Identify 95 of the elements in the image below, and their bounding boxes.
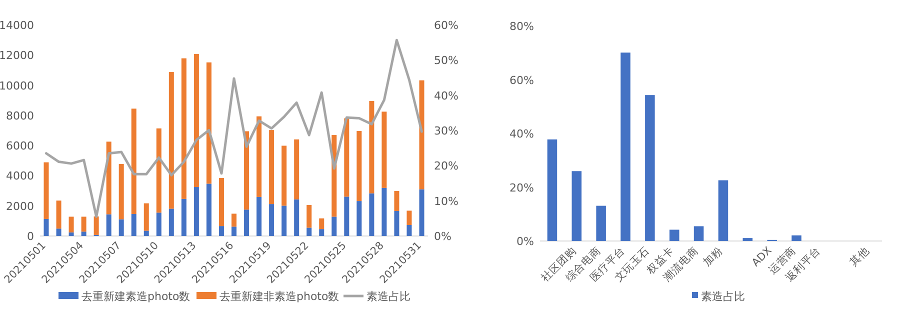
legend-label: 去重新建非素造photo数	[220, 290, 340, 303]
bar	[620, 52, 630, 241]
bar	[206, 62, 212, 184]
y-tick-label: 10000	[0, 79, 34, 92]
bar	[44, 218, 49, 236]
bar	[572, 171, 582, 241]
bar	[231, 226, 237, 236]
bar	[194, 187, 199, 236]
bar	[218, 226, 224, 236]
bar	[344, 196, 350, 236]
bar	[269, 130, 274, 204]
bar	[382, 188, 387, 236]
bar	[792, 235, 802, 241]
bar	[194, 54, 199, 188]
y-tick-label: 12000	[0, 49, 34, 62]
y-tick-label: 4000	[6, 170, 34, 183]
bar	[144, 203, 149, 231]
bar	[168, 72, 174, 209]
bar	[81, 216, 86, 232]
x-tick-label: 其他	[847, 244, 872, 269]
bar	[596, 206, 606, 241]
bar	[294, 139, 300, 200]
bar	[369, 193, 374, 236]
bar	[94, 216, 99, 235]
bar	[369, 100, 374, 194]
bar	[168, 208, 174, 236]
bar	[306, 204, 312, 228]
bar	[231, 214, 237, 227]
legend-label: 素造占比	[366, 290, 410, 303]
bar	[332, 216, 337, 236]
line-series	[45, 38, 423, 218]
y-tick-label: 8000	[6, 109, 34, 122]
bar	[319, 229, 324, 236]
bar	[344, 118, 350, 197]
y2-tick-label: 60%	[434, 19, 458, 32]
bar	[118, 219, 124, 236]
bar	[694, 226, 704, 241]
bar	[206, 184, 212, 236]
bar	[282, 206, 287, 236]
bar	[406, 225, 412, 236]
bar	[742, 238, 753, 241]
bar	[269, 204, 274, 236]
bar	[256, 116, 262, 197]
bar	[131, 214, 136, 236]
y-tick-label: 40%	[510, 128, 534, 140]
bar	[356, 201, 362, 236]
y-tick-label: 6000	[6, 140, 34, 153]
legend-label: 素造占比	[701, 290, 745, 303]
bar	[156, 128, 162, 213]
bar	[294, 199, 300, 236]
bar	[156, 212, 162, 236]
y-tick-label: 20%	[510, 181, 534, 194]
bar	[382, 112, 387, 188]
y-tick-label: 60%	[510, 74, 534, 87]
bar	[394, 210, 400, 236]
bar	[118, 164, 124, 220]
bar	[56, 228, 62, 236]
y2-tick-label: 50%	[434, 54, 458, 68]
y-tick-label: 0%	[516, 235, 534, 248]
bar	[131, 108, 136, 214]
y2-tick-label: 0%	[434, 230, 452, 243]
y-tick-label: 2000	[6, 200, 34, 213]
bar	[181, 198, 186, 236]
bar	[306, 228, 312, 236]
bar	[244, 210, 250, 236]
y-tick-label: 0	[27, 230, 34, 243]
bar	[181, 58, 186, 199]
bar	[218, 178, 224, 226]
y-tick-label: 14000	[0, 19, 34, 32]
bar	[144, 230, 149, 236]
bar	[547, 139, 558, 241]
bar	[256, 196, 262, 236]
bar	[718, 180, 728, 241]
bar	[68, 216, 74, 232]
bar	[282, 146, 287, 206]
bar	[419, 189, 424, 236]
bar	[68, 232, 74, 236]
y2-tick-label: 20%	[434, 160, 458, 173]
bar	[319, 218, 324, 230]
y-tick-label: 80%	[510, 20, 534, 33]
bar	[56, 200, 62, 229]
bar	[669, 230, 680, 241]
legend-label: 去重新建素造photo数	[82, 290, 190, 303]
y2-tick-label: 10%	[434, 194, 458, 208]
bar	[106, 214, 112, 236]
bar	[356, 130, 362, 202]
bar	[81, 232, 86, 236]
y2-tick-label: 40%	[434, 89, 458, 102]
bar	[419, 80, 424, 190]
bar	[645, 95, 655, 241]
y2-tick-label: 30%	[434, 124, 458, 138]
bar	[44, 162, 49, 219]
bar	[394, 190, 400, 211]
x-tick-label: 加粉	[700, 244, 726, 269]
bar	[406, 210, 412, 225]
